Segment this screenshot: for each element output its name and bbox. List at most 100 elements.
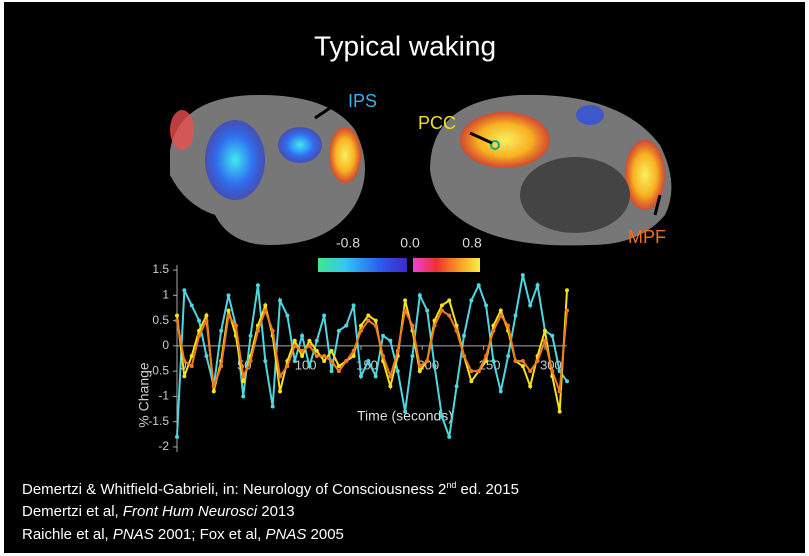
- data-point: [182, 288, 187, 293]
- data-point: [219, 328, 224, 333]
- data-point: [307, 364, 312, 369]
- data-point: [263, 308, 268, 313]
- data-point: [292, 338, 297, 343]
- data-point: [329, 369, 334, 374]
- data-point: [211, 384, 216, 389]
- data-point: [476, 369, 481, 374]
- data-point: [432, 364, 437, 369]
- data-point: [439, 308, 444, 313]
- data-point: [565, 288, 569, 293]
- data-point: [197, 333, 202, 338]
- data-point: [314, 348, 319, 353]
- brain-label: MPF: [628, 227, 666, 247]
- data-point: [469, 298, 474, 303]
- data-point: [557, 389, 562, 394]
- data-point: [454, 328, 459, 333]
- data-point: [336, 364, 341, 369]
- text: Raichle et al,: [22, 526, 113, 543]
- data-point: [542, 328, 547, 333]
- y-tick-label: -1: [158, 389, 169, 403]
- data-point: [439, 414, 444, 419]
- data-point: [520, 364, 525, 369]
- data-point: [204, 353, 209, 358]
- slide-title: Typical waking: [314, 30, 496, 61]
- data-point: [285, 313, 290, 318]
- data-point: [417, 364, 422, 369]
- data-point: [366, 359, 371, 364]
- data-point: [278, 298, 283, 303]
- data-point: [484, 303, 489, 308]
- data-point: [469, 379, 474, 384]
- colorbar-negative: [318, 258, 407, 272]
- data-point: [513, 313, 518, 318]
- data-point: [182, 374, 187, 379]
- data-point: [373, 323, 378, 328]
- data-point: [454, 384, 459, 389]
- data-point: [241, 394, 246, 399]
- data-point: [425, 359, 430, 364]
- data-point: [307, 338, 312, 343]
- data-point: [410, 323, 415, 328]
- text: 2001; Fox et al,: [153, 526, 266, 543]
- data-point: [336, 369, 341, 374]
- data-point: [381, 353, 386, 358]
- data-point: [285, 364, 290, 369]
- data-point: [550, 369, 555, 374]
- data-point: [278, 374, 283, 379]
- data-point: [300, 348, 305, 353]
- data-point: [491, 359, 496, 364]
- data-point: [248, 333, 253, 338]
- data-point: [528, 384, 533, 389]
- data-point: [498, 308, 503, 313]
- text: PNAS: [112, 526, 154, 543]
- data-point: [461, 353, 466, 358]
- data-point: [520, 273, 525, 278]
- data-point: [528, 369, 533, 374]
- y-tick-label: 0: [162, 338, 169, 352]
- data-point: [226, 293, 231, 298]
- data-point: [425, 308, 430, 313]
- data-point: [314, 338, 319, 343]
- data-point: [292, 343, 297, 348]
- data-point: [506, 323, 511, 328]
- data-point: [528, 303, 533, 308]
- data-point: [197, 318, 202, 323]
- data-point: [403, 308, 408, 313]
- data-point: [175, 313, 179, 318]
- data-point: [344, 359, 349, 364]
- data-point: [565, 379, 569, 384]
- data-point: [557, 409, 562, 414]
- data-point: [182, 359, 187, 364]
- data-point: [358, 374, 363, 379]
- data-point: [351, 303, 356, 308]
- data-point: [565, 308, 569, 313]
- data-point: [270, 328, 275, 333]
- text: ed. 2015: [456, 481, 519, 498]
- data-point: [211, 389, 216, 394]
- data-point: [241, 374, 246, 379]
- data-point: [300, 333, 305, 338]
- data-point: [498, 389, 503, 394]
- data-point: [447, 313, 452, 318]
- data-point: [255, 328, 260, 333]
- data-point: [498, 313, 503, 318]
- data-point: [388, 374, 393, 379]
- data-point: [432, 323, 437, 328]
- data-point: [513, 359, 518, 364]
- data-point: [351, 353, 356, 358]
- data-point: [175, 434, 179, 439]
- right-brain: [430, 94, 672, 246]
- text: 2005: [306, 526, 344, 543]
- brain-label: IPS: [348, 91, 377, 111]
- data-point: [373, 374, 378, 379]
- y-tick-label: 1.5: [152, 262, 169, 276]
- data-point: [270, 404, 275, 409]
- brain-label: PCC: [418, 113, 456, 133]
- data-point: [189, 303, 194, 308]
- data-point: [329, 359, 334, 364]
- data-point: [535, 359, 540, 364]
- data-point: [263, 359, 268, 364]
- data-point: [314, 353, 319, 358]
